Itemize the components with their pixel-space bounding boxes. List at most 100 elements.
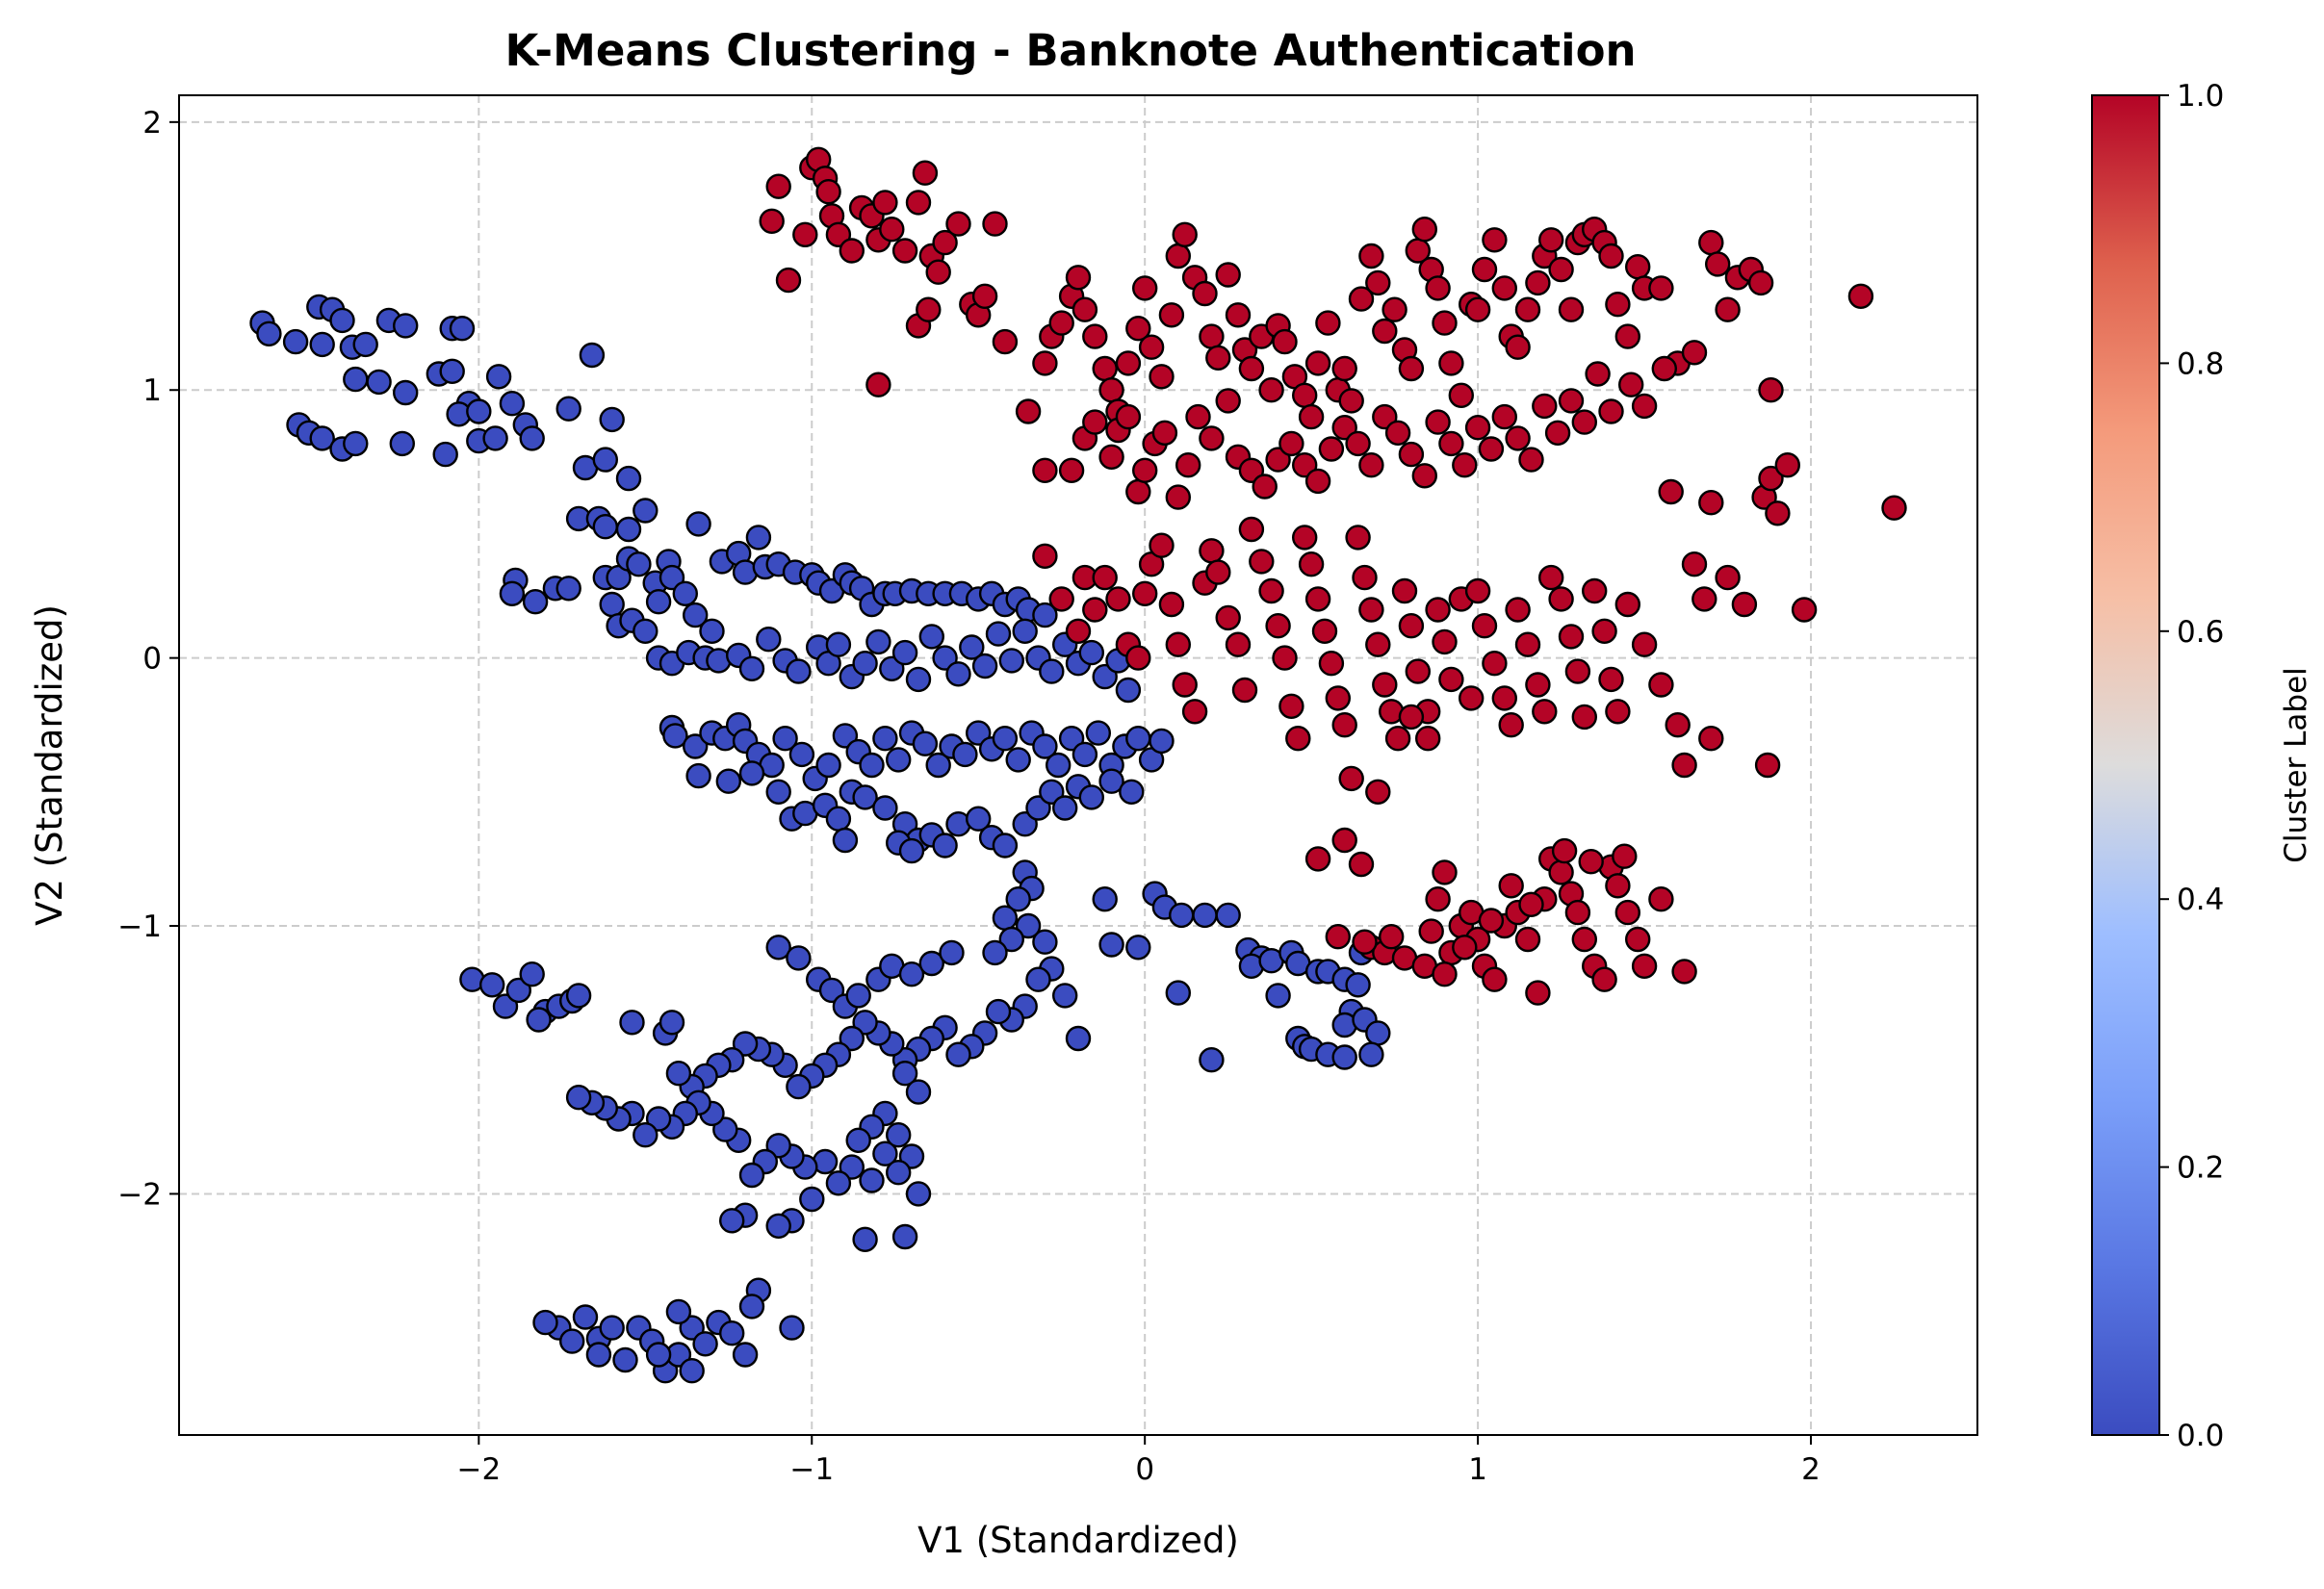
data-point xyxy=(765,779,791,805)
data-point xyxy=(432,441,458,468)
data-point xyxy=(1032,350,1058,376)
data-point xyxy=(1105,586,1131,612)
data-point xyxy=(745,525,772,551)
data-point xyxy=(1278,693,1304,719)
data-point xyxy=(825,631,852,657)
data-point xyxy=(971,653,998,679)
data-point xyxy=(738,1162,765,1189)
data-point xyxy=(1238,355,1265,382)
data-point xyxy=(1671,959,1697,985)
data-point xyxy=(1585,361,1611,387)
data-point xyxy=(1665,712,1691,738)
data-point xyxy=(1151,420,1178,446)
data-point xyxy=(1571,704,1598,730)
data-point xyxy=(1564,899,1591,926)
data-point xyxy=(1605,873,1631,899)
data-point xyxy=(1398,441,1425,468)
data-point xyxy=(925,259,951,285)
data-point xyxy=(1425,275,1451,301)
data-point xyxy=(1514,631,1541,657)
data-point xyxy=(1681,340,1708,366)
data-point xyxy=(1532,393,1558,420)
data-point xyxy=(1115,350,1142,376)
data-point xyxy=(1291,525,1318,551)
data-point xyxy=(1032,543,1058,569)
data-point xyxy=(1352,929,1378,955)
data-point xyxy=(966,806,992,832)
data-point xyxy=(1345,525,1371,551)
data-point xyxy=(852,784,878,810)
data-point xyxy=(765,173,791,199)
data-point xyxy=(389,430,415,457)
data-point xyxy=(1119,779,1145,805)
data-point xyxy=(1681,551,1708,577)
data-point xyxy=(1758,465,1784,492)
data-point xyxy=(925,752,951,779)
data-point xyxy=(1518,891,1544,917)
data-point xyxy=(1165,243,1192,269)
data-point xyxy=(1082,409,1108,435)
data-point xyxy=(615,465,642,492)
data-point xyxy=(1172,672,1198,698)
data-point xyxy=(1414,726,1441,752)
data-point xyxy=(1149,364,1175,390)
data-point xyxy=(792,221,818,248)
data-point xyxy=(992,833,1019,859)
data-point xyxy=(1651,355,1678,382)
data-point xyxy=(1438,430,1464,457)
data-point xyxy=(1238,457,1265,483)
data-point xyxy=(1098,444,1124,470)
data-point xyxy=(1215,902,1241,929)
data-point xyxy=(872,1140,898,1166)
data-point xyxy=(1315,310,1341,336)
data-point xyxy=(1005,886,1031,912)
data-point xyxy=(1265,447,1291,473)
data-point xyxy=(343,430,369,457)
data-point xyxy=(1372,318,1398,345)
data-point xyxy=(852,651,878,677)
data-point xyxy=(1051,983,1078,1009)
data-point xyxy=(1291,452,1318,478)
data-point xyxy=(772,726,798,752)
data-point xyxy=(939,939,965,966)
data-point xyxy=(1125,478,1151,505)
data-point xyxy=(612,1346,638,1373)
data-point xyxy=(1614,899,1641,926)
data-point xyxy=(1791,597,1818,623)
colorbar: 0.0 0.2 0.4 0.6 0.8 1.0 Cluster Label xyxy=(2091,79,2313,1453)
data-point xyxy=(1168,902,1195,929)
data-point xyxy=(1285,726,1311,752)
data-point xyxy=(309,331,335,358)
x-tick-label: −2 xyxy=(456,1452,501,1487)
data-point xyxy=(1338,388,1364,414)
data-point xyxy=(1058,457,1085,483)
data-point xyxy=(952,741,978,768)
data-point xyxy=(839,1154,865,1180)
data-point xyxy=(1138,334,1165,360)
data-point xyxy=(971,283,998,309)
data-point xyxy=(1048,310,1074,336)
data-point xyxy=(532,1309,558,1336)
data-point xyxy=(932,229,958,256)
data-point xyxy=(1015,398,1042,424)
data-point xyxy=(1544,420,1571,446)
colorbar-tick-label: 0.4 xyxy=(2177,883,2224,917)
data-point xyxy=(886,1159,912,1186)
data-point xyxy=(1365,631,1391,657)
y-tick-label: 0 xyxy=(142,642,162,677)
data-point xyxy=(1051,795,1078,821)
data-point xyxy=(719,1320,745,1346)
data-point xyxy=(815,752,841,779)
data-point xyxy=(592,447,618,473)
x-tick-label: 1 xyxy=(1468,1452,1487,1487)
chart-title: K-Means Clustering - Banknote Authentica… xyxy=(504,25,1636,76)
data-point xyxy=(1331,415,1357,441)
data-point xyxy=(865,628,891,655)
data-point xyxy=(1464,296,1491,322)
data-point xyxy=(832,723,859,749)
data-point xyxy=(1125,645,1151,671)
data-point xyxy=(679,1357,705,1384)
data-point xyxy=(1205,559,1231,585)
data-point xyxy=(1165,980,1192,1006)
